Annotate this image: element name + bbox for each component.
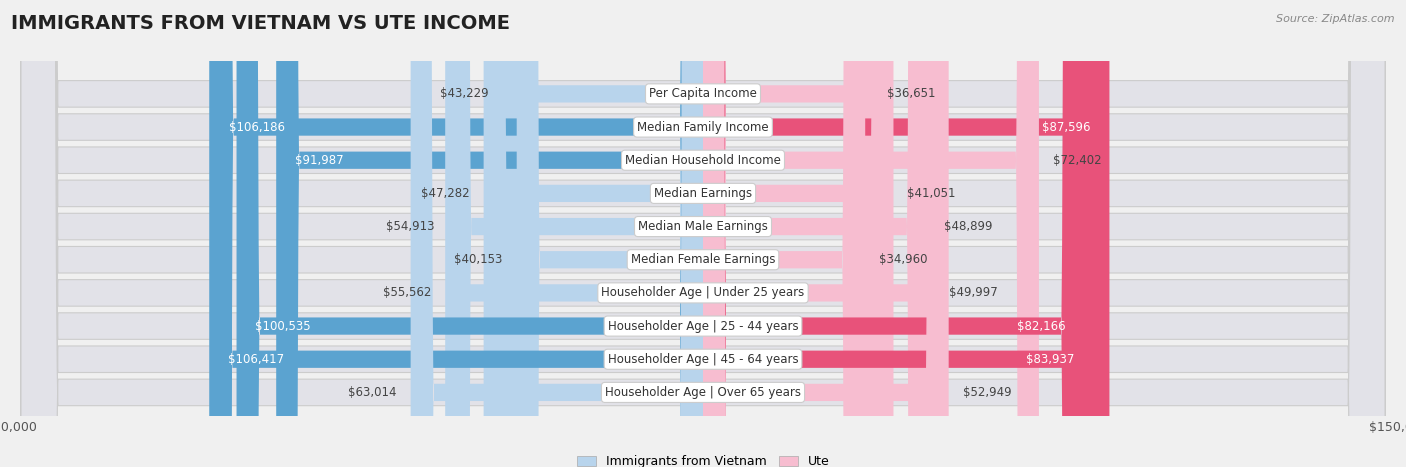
FancyBboxPatch shape: [21, 0, 1385, 467]
Text: IMMIGRANTS FROM VIETNAM VS UTE INCOME: IMMIGRANTS FROM VIETNAM VS UTE INCOME: [11, 14, 510, 33]
Text: $72,402: $72,402: [1053, 154, 1101, 167]
FancyBboxPatch shape: [21, 0, 1385, 467]
FancyBboxPatch shape: [502, 0, 703, 467]
FancyBboxPatch shape: [236, 0, 703, 467]
Text: Median Household Income: Median Household Income: [626, 154, 780, 167]
FancyBboxPatch shape: [703, 0, 929, 467]
Text: Median Family Income: Median Family Income: [637, 120, 769, 134]
FancyBboxPatch shape: [21, 0, 1385, 467]
FancyBboxPatch shape: [21, 0, 1385, 467]
FancyBboxPatch shape: [484, 0, 703, 467]
Text: $48,899: $48,899: [943, 220, 993, 233]
FancyBboxPatch shape: [703, 0, 873, 467]
FancyBboxPatch shape: [276, 0, 703, 467]
Text: $40,153: $40,153: [454, 253, 503, 266]
Text: $55,562: $55,562: [382, 286, 432, 299]
FancyBboxPatch shape: [703, 0, 893, 467]
Text: $87,596: $87,596: [1042, 120, 1091, 134]
FancyBboxPatch shape: [703, 0, 1039, 467]
Text: Median Male Earnings: Median Male Earnings: [638, 220, 768, 233]
Text: $36,651: $36,651: [887, 87, 935, 100]
FancyBboxPatch shape: [703, 0, 1109, 467]
FancyBboxPatch shape: [211, 0, 703, 467]
Text: $34,960: $34,960: [879, 253, 928, 266]
Text: $91,987: $91,987: [295, 154, 343, 167]
FancyBboxPatch shape: [21, 0, 1385, 467]
Text: $41,051: $41,051: [907, 187, 956, 200]
Text: $106,417: $106,417: [228, 353, 284, 366]
FancyBboxPatch shape: [703, 0, 865, 467]
Text: Householder Age | Over 65 years: Householder Age | Over 65 years: [605, 386, 801, 399]
FancyBboxPatch shape: [703, 0, 1092, 467]
Text: $52,949: $52,949: [963, 386, 1011, 399]
Legend: Immigrants from Vietnam, Ute: Immigrants from Vietnam, Ute: [572, 450, 834, 467]
FancyBboxPatch shape: [21, 0, 1385, 467]
Text: $100,535: $100,535: [254, 319, 311, 333]
FancyBboxPatch shape: [703, 0, 949, 467]
FancyBboxPatch shape: [21, 0, 1385, 467]
Text: Per Capita Income: Per Capita Income: [650, 87, 756, 100]
Text: $83,937: $83,937: [1025, 353, 1074, 366]
FancyBboxPatch shape: [703, 0, 1084, 467]
Text: $106,186: $106,186: [229, 120, 285, 134]
Text: Median Earnings: Median Earnings: [654, 187, 752, 200]
Text: Householder Age | Under 25 years: Householder Age | Under 25 years: [602, 286, 804, 299]
FancyBboxPatch shape: [21, 0, 1385, 467]
Text: Median Female Earnings: Median Female Earnings: [631, 253, 775, 266]
FancyBboxPatch shape: [516, 0, 703, 467]
FancyBboxPatch shape: [209, 0, 703, 467]
Text: $43,229: $43,229: [440, 87, 488, 100]
Text: $47,282: $47,282: [420, 187, 470, 200]
FancyBboxPatch shape: [449, 0, 703, 467]
Text: $54,913: $54,913: [385, 220, 434, 233]
FancyBboxPatch shape: [411, 0, 703, 467]
Text: Source: ZipAtlas.com: Source: ZipAtlas.com: [1277, 14, 1395, 24]
Text: $49,997: $49,997: [949, 286, 998, 299]
FancyBboxPatch shape: [703, 0, 935, 467]
Text: Householder Age | 25 - 44 years: Householder Age | 25 - 44 years: [607, 319, 799, 333]
FancyBboxPatch shape: [446, 0, 703, 467]
Text: $82,166: $82,166: [1017, 319, 1066, 333]
Text: $63,014: $63,014: [349, 386, 396, 399]
Text: Householder Age | 45 - 64 years: Householder Age | 45 - 64 years: [607, 353, 799, 366]
FancyBboxPatch shape: [21, 0, 1385, 467]
FancyBboxPatch shape: [21, 0, 1385, 467]
